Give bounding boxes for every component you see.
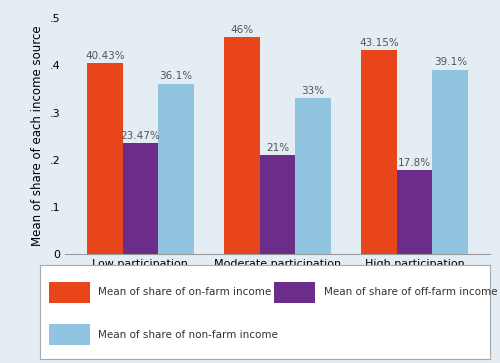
- Text: 17.8%: 17.8%: [398, 158, 431, 168]
- Bar: [260, 155, 296, 254]
- Text: 39.1%: 39.1%: [434, 57, 467, 67]
- Y-axis label: Mean of share of each income source: Mean of share of each income source: [31, 26, 44, 246]
- Text: Mean of share of non-farm income: Mean of share of non-farm income: [98, 330, 278, 340]
- Bar: [296, 98, 331, 254]
- Text: 40.43%: 40.43%: [85, 51, 124, 61]
- Bar: [432, 70, 468, 254]
- FancyBboxPatch shape: [49, 282, 90, 303]
- Text: 36.1%: 36.1%: [160, 72, 192, 81]
- Text: 43.15%: 43.15%: [359, 38, 399, 48]
- FancyBboxPatch shape: [49, 325, 90, 345]
- Text: Mean of share of off-farm income: Mean of share of off-farm income: [324, 287, 497, 297]
- FancyBboxPatch shape: [274, 282, 314, 303]
- Text: 33%: 33%: [302, 86, 324, 96]
- Text: 23.47%: 23.47%: [120, 131, 160, 141]
- Text: 21%: 21%: [266, 143, 289, 152]
- Bar: [87, 63, 122, 254]
- Bar: [224, 37, 260, 254]
- Text: 46%: 46%: [230, 25, 254, 34]
- Text: Mean of share of on-farm income: Mean of share of on-farm income: [98, 287, 272, 297]
- Bar: [397, 170, 432, 254]
- Bar: [158, 84, 194, 254]
- Bar: [361, 50, 397, 254]
- Bar: [122, 143, 158, 254]
